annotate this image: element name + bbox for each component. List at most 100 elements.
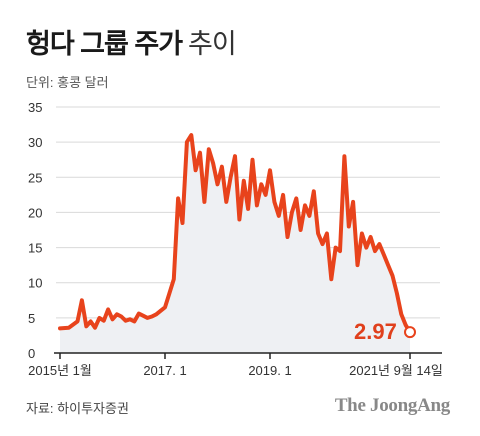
title-light: 추이 xyxy=(188,29,237,59)
data-point xyxy=(181,221,184,224)
data-point xyxy=(168,292,171,295)
data-point xyxy=(67,326,70,329)
data-point xyxy=(146,316,149,319)
data-point xyxy=(369,236,372,239)
y-tick-label: 30 xyxy=(28,135,42,150)
data-point xyxy=(255,204,258,207)
data-point xyxy=(212,162,215,165)
data-point xyxy=(98,316,101,319)
data-point xyxy=(365,246,368,249)
y-tick-label: 35 xyxy=(28,100,42,115)
data-point xyxy=(308,214,311,217)
data-point xyxy=(155,313,158,316)
y-tick-label: 25 xyxy=(28,170,42,185)
data-point xyxy=(321,243,324,246)
data-point xyxy=(89,320,92,323)
data-point xyxy=(356,264,359,267)
data-point xyxy=(150,315,153,318)
data-point xyxy=(159,309,162,312)
data-point xyxy=(142,314,145,317)
x-tick-label: 2019. 1 xyxy=(248,363,291,378)
data-point xyxy=(177,197,180,200)
data-point xyxy=(317,232,320,235)
data-point xyxy=(264,193,267,196)
data-point xyxy=(234,155,237,158)
data-point xyxy=(391,274,394,277)
data-point xyxy=(216,183,219,186)
data-point xyxy=(347,225,350,228)
x-tick-label: 2017. 1 xyxy=(143,363,186,378)
data-point xyxy=(404,323,407,326)
data-point xyxy=(137,312,140,315)
data-point xyxy=(299,229,302,232)
data-point xyxy=(387,264,390,267)
data-point xyxy=(85,325,88,328)
data-point xyxy=(334,246,337,249)
data-point xyxy=(339,250,342,253)
data-point xyxy=(269,169,272,172)
data-point xyxy=(115,313,118,316)
data-point xyxy=(76,320,79,323)
data-point xyxy=(382,253,385,256)
data-point xyxy=(277,214,280,217)
data-point xyxy=(203,200,206,203)
y-tick-label: 0 xyxy=(28,346,35,361)
data-point xyxy=(304,204,307,207)
data-point xyxy=(260,183,263,186)
data-point xyxy=(129,318,132,321)
chart-title: 헝다 그룹 주가 추이 xyxy=(26,22,237,61)
data-point xyxy=(207,148,210,151)
y-tick-label: 5 xyxy=(28,311,35,326)
data-point xyxy=(220,165,223,168)
data-point xyxy=(295,197,298,200)
data-point xyxy=(378,243,381,246)
data-point xyxy=(400,313,403,316)
data-point xyxy=(199,151,202,154)
data-point xyxy=(343,155,346,158)
data-point xyxy=(229,176,232,179)
title-bold: 헝다 그룹 주가 xyxy=(26,29,183,59)
data-point xyxy=(107,308,110,311)
data-point xyxy=(59,327,62,330)
data-point xyxy=(312,190,315,193)
data-point xyxy=(124,319,127,322)
data-point xyxy=(102,319,105,322)
data-point xyxy=(80,299,83,302)
y-tick-label: 15 xyxy=(28,241,42,256)
data-point xyxy=(190,134,193,137)
data-point xyxy=(238,218,241,221)
x-axis: 2015년 1월 2017. 1 2019. 1 2021년 9월 14일 xyxy=(28,353,443,378)
data-point xyxy=(172,278,175,281)
data-point xyxy=(185,141,188,144)
x-tick-label: 2015년 1월 xyxy=(28,363,92,378)
data-point xyxy=(242,179,245,182)
data-point xyxy=(273,200,276,203)
data-point xyxy=(164,306,167,309)
data-point xyxy=(111,318,114,321)
y-axis: 0 5 10 15 20 25 30 35 xyxy=(28,100,42,361)
data-point xyxy=(282,193,285,196)
unit-label: 단위: 홍콩 달러 xyxy=(26,75,109,90)
source-note: 자료: 하이투자증권 xyxy=(26,401,129,416)
data-point xyxy=(395,292,398,295)
price-line xyxy=(58,133,412,335)
data-point xyxy=(352,200,355,203)
data-point xyxy=(194,169,197,172)
data-point xyxy=(247,207,250,210)
data-point xyxy=(251,158,254,161)
data-point xyxy=(290,211,293,214)
data-point xyxy=(330,278,333,281)
data-point xyxy=(374,250,377,253)
data-point xyxy=(133,320,136,323)
publisher-logo: The JoongAng xyxy=(334,395,450,416)
last-value-label: 2.97 xyxy=(354,319,397,344)
data-point xyxy=(286,236,289,239)
price-area xyxy=(60,135,410,353)
data-point xyxy=(120,315,123,318)
y-tick-label: 10 xyxy=(28,276,42,291)
data-point xyxy=(94,326,97,329)
data-point xyxy=(360,232,363,235)
data-point xyxy=(325,232,328,235)
data-point xyxy=(225,200,228,203)
